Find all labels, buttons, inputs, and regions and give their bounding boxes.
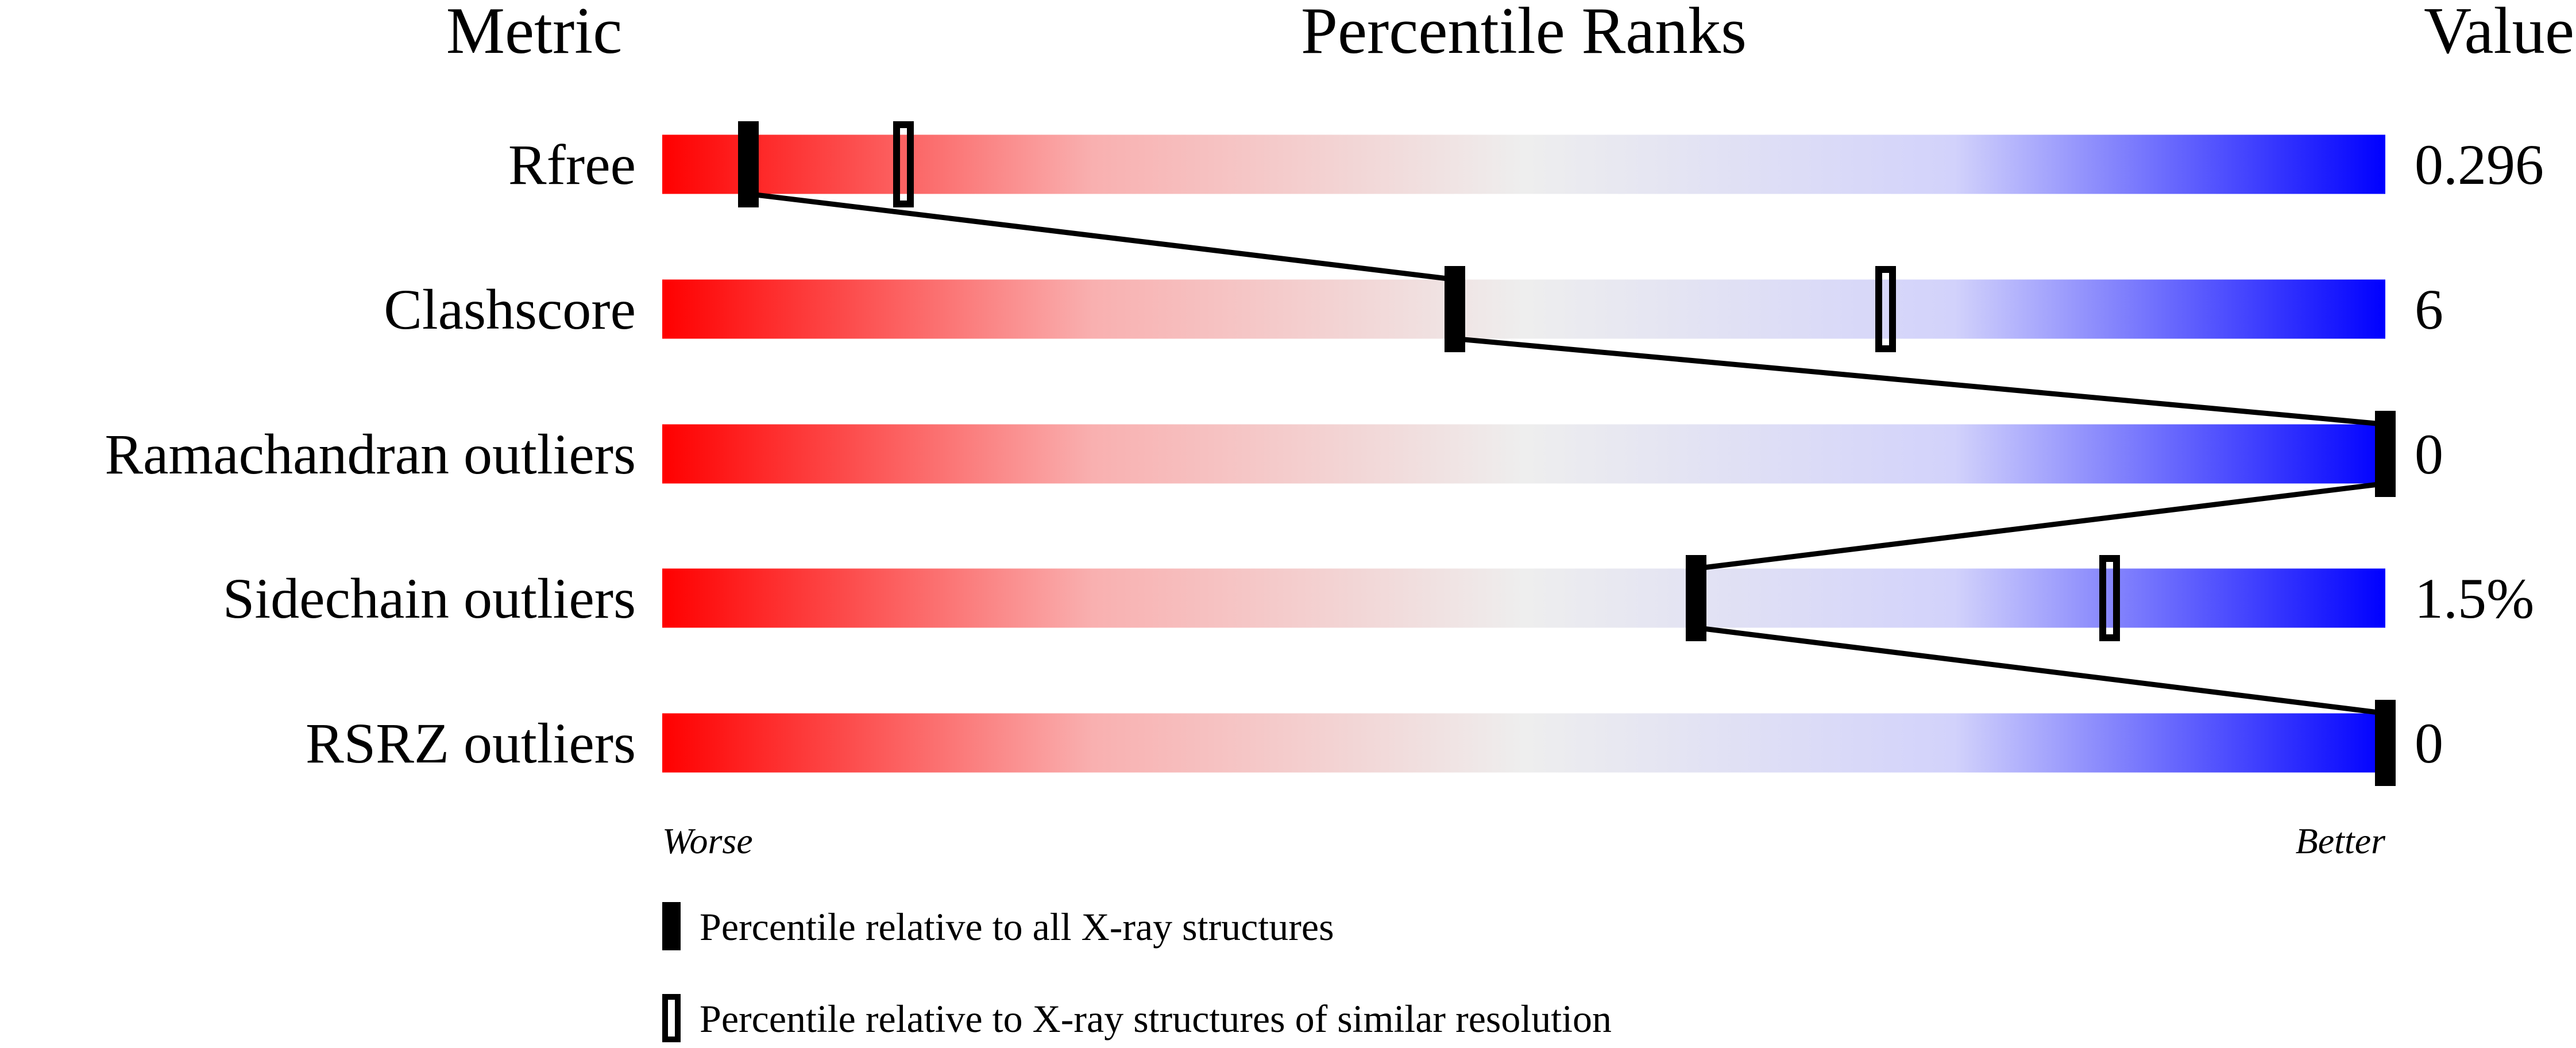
legend-label: Percentile relative to all X-ray structu… <box>700 905 1334 949</box>
metric-value: 1.5% <box>2415 567 2534 630</box>
metric-value: 0 <box>2415 711 2443 775</box>
metric-label: Ramachandran outliers <box>105 422 636 486</box>
metric-row: Sidechain outliers 1.5% <box>223 555 2534 641</box>
metric-label: Clashscore <box>384 278 636 341</box>
better-label: Better <box>2296 820 2386 861</box>
similar-resolution-marker <box>1875 266 1896 352</box>
connector-line <box>1696 481 2386 571</box>
metric-row: Clashscore 6 <box>384 266 2443 352</box>
connector-line <box>1696 625 2386 716</box>
percentile-bar <box>662 279 2385 339</box>
header-percentile-ranks: Percentile Ranks <box>1301 0 1747 67</box>
metric-label: Sidechain outliers <box>223 567 636 630</box>
metric-row: RSRZ outliers 0 <box>306 700 2443 786</box>
connector-line <box>748 191 1455 282</box>
header-value: Value <box>2424 0 2574 67</box>
percentile-bar <box>662 134 2385 194</box>
metric-row: Ramachandran outliers 0 <box>105 411 2443 497</box>
metric-row: Rfree 0.296 <box>508 121 2544 207</box>
connector-line <box>1454 336 2386 427</box>
legend-item: Percentile relative to all X-ray structu… <box>662 902 1334 950</box>
metric-label: RSRZ outliers <box>306 711 636 775</box>
legend-label: Percentile relative to X-ray structures … <box>700 997 1612 1041</box>
legend-filled-marker-icon <box>662 902 681 950</box>
metric-value: 0.296 <box>2415 133 2544 196</box>
metric-value: 0 <box>2415 422 2443 486</box>
legend-item: Percentile relative to X-ray structures … <box>662 994 1612 1042</box>
metric-value: 6 <box>2415 278 2443 341</box>
percentile-bar <box>662 568 2385 628</box>
metric-label: Rfree <box>508 133 636 196</box>
legend-open-marker-icon <box>662 994 681 1042</box>
similar-resolution-marker <box>2099 555 2120 641</box>
worse-label: Worse <box>662 820 753 861</box>
percentile-bar <box>662 424 2385 484</box>
percentile-bar <box>662 713 2385 773</box>
header-metric: Metric <box>446 0 623 67</box>
similar-resolution-marker <box>893 121 914 207</box>
